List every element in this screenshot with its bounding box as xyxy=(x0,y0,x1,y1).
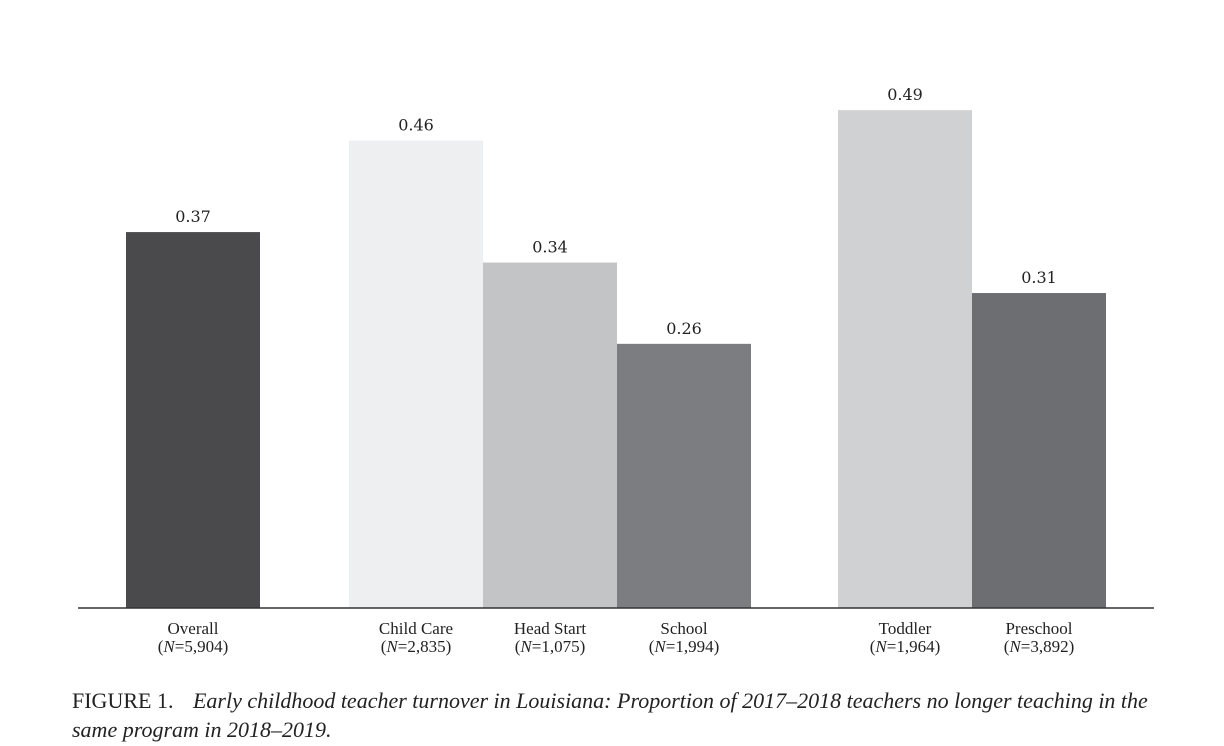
bar-chart: 0.37 Overall(N=5,904) 0.46 Child Care(N=2,8… xyxy=(78,85,1154,656)
value-label-toddler: 0.49 xyxy=(887,85,923,104)
bar-child-care xyxy=(349,140,483,608)
sample-size-label-toddler: (N=1,964) xyxy=(870,637,941,656)
value-label-overall: 0.37 xyxy=(175,207,211,226)
bar-preschool xyxy=(972,293,1106,608)
bar-overall xyxy=(126,232,260,608)
category-label-overall: Overall xyxy=(168,619,219,638)
value-label-child-care: 0.46 xyxy=(398,116,434,135)
sample-size-label-school: (N=1,994) xyxy=(649,637,720,656)
category-label-child-care: Child Care xyxy=(379,619,453,638)
sample-size-label-overall: (N=5,904) xyxy=(158,637,229,656)
figure-caption: FIGURE 1. Early childhood teacher turnov… xyxy=(72,686,1182,744)
bar-head-start xyxy=(483,262,617,608)
value-label-preschool: 0.31 xyxy=(1021,268,1057,287)
value-label-head-start: 0.34 xyxy=(532,238,568,257)
value-label-school: 0.26 xyxy=(666,319,702,338)
category-label-head-start: Head Start xyxy=(514,619,587,638)
category-label-school: School xyxy=(660,619,708,638)
category-label-preschool: Preschool xyxy=(1005,619,1072,638)
sample-size-label-child-care: (N=2,835) xyxy=(381,637,452,656)
category-label-toddler: Toddler xyxy=(879,619,932,638)
caption-figure-label: FIGURE 1. xyxy=(72,688,174,713)
bar-toddler xyxy=(838,110,972,608)
sample-size-label-preschool: (N=3,892) xyxy=(1004,637,1075,656)
sample-size-label-head-start: (N=1,075) xyxy=(515,637,586,656)
caption-text: Early childhood teacher turnover in Loui… xyxy=(72,688,1148,742)
bar-school xyxy=(617,343,751,608)
